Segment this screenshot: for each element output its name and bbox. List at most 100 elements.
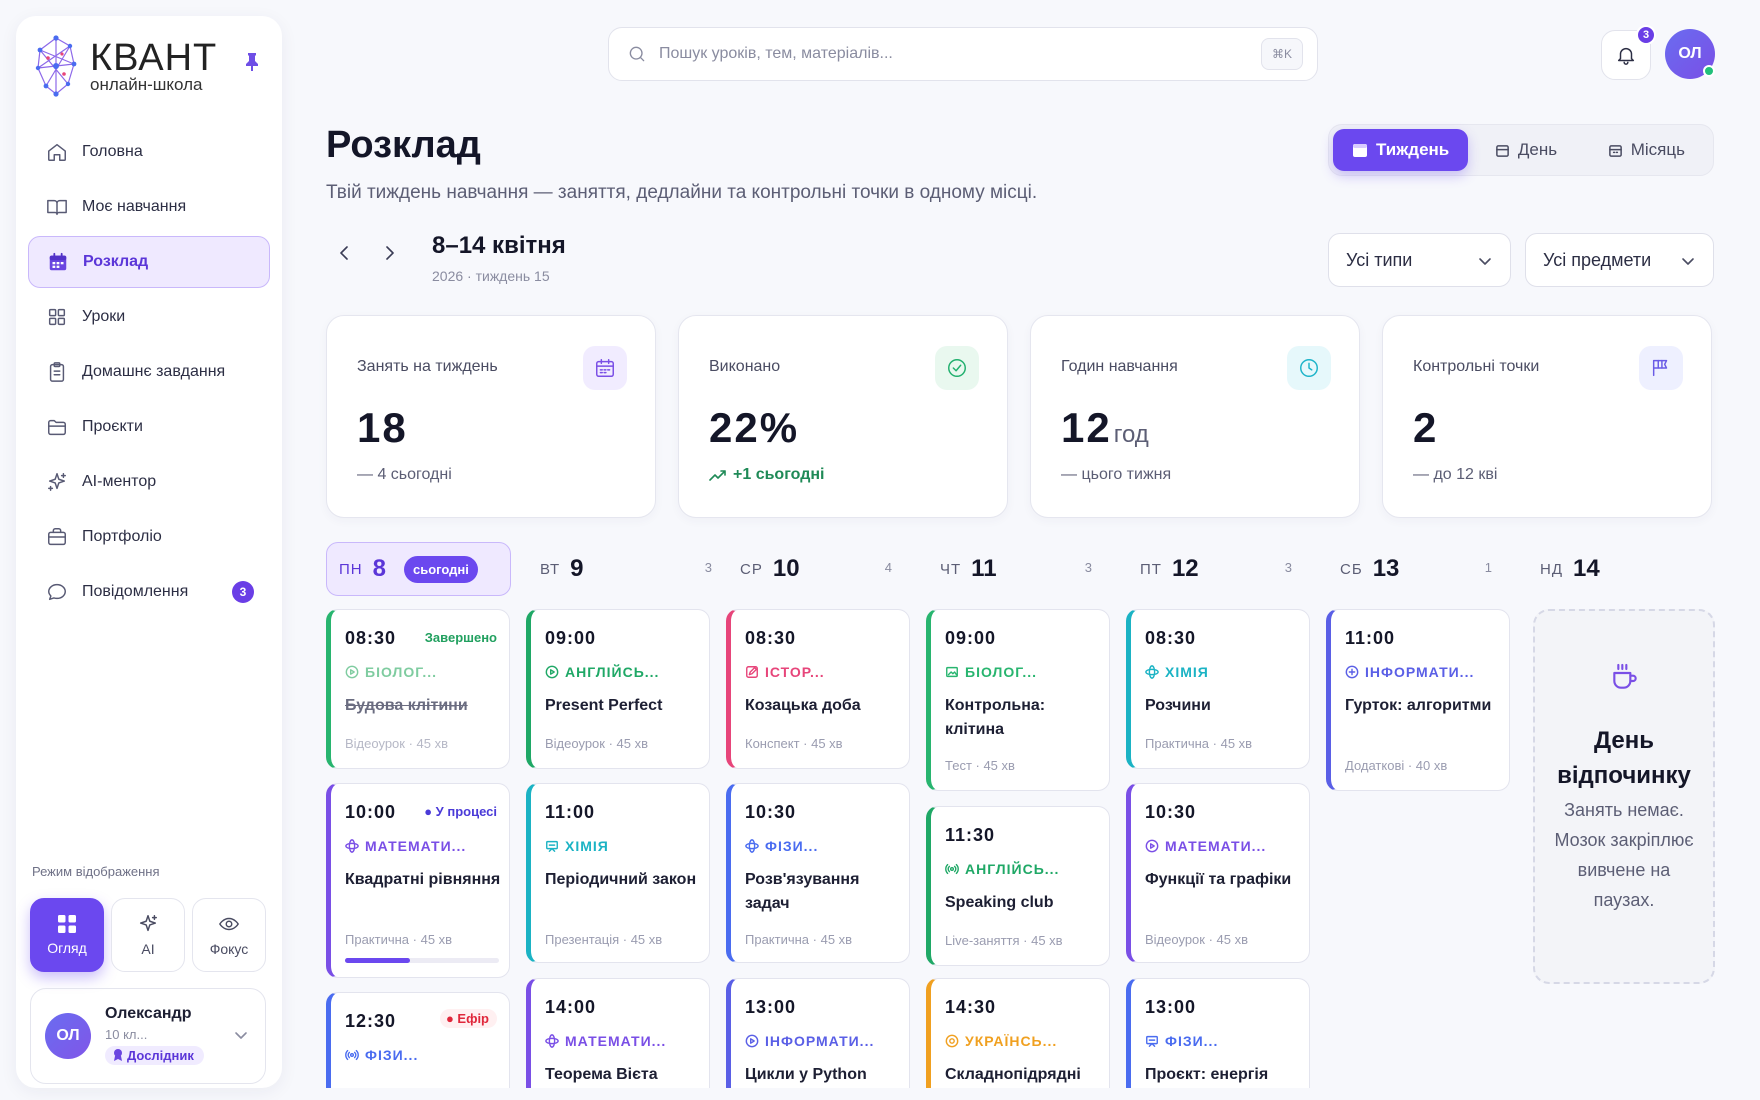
mode-focus-button[interactable]: Фокус — [192, 898, 266, 972]
logo[interactable]: КВАНТ онлайн-школа — [34, 34, 217, 98]
chevron-left-icon[interactable] — [336, 244, 354, 262]
day-header-fri[interactable]: ПТ 12 3 — [1140, 542, 1304, 596]
lesson-card[interactable]: 09:00 БІОЛОГ... Контрольна: клітина Тест… — [926, 609, 1110, 791]
sidebar-item-lessons[interactable]: Уроки — [28, 291, 270, 343]
view-month-button[interactable]: Місяць — [1584, 129, 1709, 171]
lesson-time: 13:00 — [745, 997, 797, 1017]
notifications-button[interactable]: 3 — [1601, 25, 1656, 80]
stat-value: 18 — [357, 404, 408, 451]
stat-card-hours: Годин навчання 12год — цього тижня — [1030, 315, 1360, 518]
sidebar-item-portfolio[interactable]: Портфоліо — [28, 511, 270, 563]
lesson-time: 14:30 — [945, 997, 997, 1017]
day-header-sat[interactable]: СБ 13 1 — [1340, 542, 1504, 596]
mode-label-ai: AI — [141, 941, 155, 957]
lesson-card[interactable]: 14:30 УКРАЇНСЬ... Складнопідрядні — [926, 978, 1110, 1088]
avatar: ОЛ — [45, 1013, 91, 1059]
view-day-button[interactable]: День — [1468, 129, 1583, 171]
lesson-title: Розв'язування задач — [745, 871, 860, 912]
logo-atom-icon — [35, 35, 77, 97]
pin-icon[interactable] — [243, 52, 261, 72]
week-navigation — [336, 244, 398, 262]
user-rank-badge: Дослідник — [105, 1045, 204, 1065]
lesson-subject: АНГЛІЙСЬ... — [945, 861, 1059, 877]
broadcast-icon — [945, 863, 959, 875]
chat-icon — [48, 583, 66, 601]
mode-ai-button[interactable]: AI — [111, 898, 185, 972]
view-week-button[interactable]: Тиждень — [1333, 129, 1469, 171]
play-circle-icon — [545, 665, 559, 679]
sidebar-item-label: Розклад — [83, 253, 149, 270]
lesson-subject: АНГЛІЙСЬ... — [545, 664, 659, 680]
lesson-card[interactable]: 08:30 ХІМІЯ Розчини Практична · 45 хв — [1126, 609, 1310, 769]
atom-icon — [1145, 665, 1159, 679]
day-date: 8 — [372, 555, 386, 582]
sidebar-item-label: Повідомлення — [82, 583, 189, 600]
day-name: ПТ — [1140, 560, 1162, 578]
lesson-subject: ФІЗИ... — [745, 838, 818, 854]
sidebar-item-label: Домашнє завдання — [82, 363, 226, 380]
broadcast-icon — [345, 1049, 359, 1061]
lesson-time: 09:00 — [545, 628, 597, 648]
profile-avatar[interactable]: ОЛ — [1665, 29, 1715, 79]
lesson-card[interactable]: 08:30 ІСТОР... Козацька доба Конспект · … — [726, 609, 910, 769]
lesson-time: 09:00 — [945, 628, 997, 648]
sparkle-icon — [48, 473, 66, 491]
sidebar-item-my-learning[interactable]: Моє навчання — [28, 181, 270, 233]
calendar-icon — [1608, 144, 1622, 157]
lesson-subject: ІНФОРМАТИ... — [745, 1033, 874, 1049]
day-header-tue[interactable]: ВТ 9 3 — [540, 542, 724, 596]
day-lesson-count: 3 — [1084, 560, 1092, 575]
day-header-thu[interactable]: ЧТ 11 3 — [940, 542, 1104, 596]
lesson-subject: ІНФОРМАТИ... — [1345, 664, 1474, 680]
day-date: 14 — [1573, 555, 1600, 582]
presentation-icon — [1146, 1035, 1158, 1047]
lesson-time: 10:30 — [1145, 802, 1197, 822]
lesson-card[interactable]: 10:30 МАТЕМАТИ... Функції та графіки Від… — [1126, 783, 1310, 963]
sidebar-item-home[interactable]: Головна — [28, 126, 270, 178]
view-week-label: Тиждень — [1376, 140, 1450, 159]
search-input[interactable]: Пошук уроків, тем, матеріалів... ⌘K — [608, 27, 1318, 81]
day-name: ПН — [339, 560, 363, 578]
lesson-title: Speaking club — [945, 894, 1054, 911]
lesson-card[interactable]: 09:00 АНГЛІЙСЬ... Present Perfect Відеоу… — [526, 609, 710, 769]
chevron-right-icon[interactable] — [380, 244, 398, 262]
day-header-sun[interactable]: НД 14 — [1540, 542, 1704, 596]
lesson-card[interactable]: 08:30 Завершено БІОЛОГ... Будова клітини… — [326, 609, 510, 769]
lesson-time: 13:00 — [1145, 997, 1197, 1017]
type-filter-select[interactable]: Усі типи — [1328, 233, 1511, 287]
lesson-card[interactable]: 12:30 ● Ефір ФІЗИ... — [326, 992, 510, 1088]
lesson-card[interactable]: 13:00 ІНФОРМАТИ... Цикли у Python — [726, 978, 910, 1088]
user-card[interactable]: ОЛ Олександр 10 кл... Дослідник — [30, 988, 266, 1084]
lesson-time: 12:30 — [345, 1011, 397, 1031]
map-flag-icon — [1639, 346, 1683, 390]
subject-filter-select[interactable]: Усі предмети — [1525, 233, 1714, 287]
sidebar-item-projects[interactable]: Проєкти — [28, 401, 270, 453]
lesson-card[interactable]: 13:00 ФІЗИ... Проєкт: енергія — [1126, 978, 1310, 1088]
lesson-subject: ХІМІЯ — [1145, 664, 1209, 680]
day-header-wed[interactable]: СР 10 4 — [740, 542, 904, 596]
atom-icon — [545, 1034, 559, 1048]
lesson-card[interactable]: 11:30 АНГЛІЙСЬ... Speaking club Live-зан… — [926, 806, 1110, 966]
day-header-mon[interactable]: ПН 8 сьогодні — [326, 542, 511, 596]
lesson-meta: Відеоурок · 45 хв — [545, 736, 648, 751]
lesson-card[interactable]: 14:00 МАТЕМАТИ... Теорема Вієта — [526, 978, 710, 1088]
lesson-time: 10:30 — [745, 802, 797, 822]
lesson-title: Цикли у Python — [745, 1066, 867, 1083]
lesson-card[interactable]: 11:00 ХІМІЯ Періодичний закон Презентаці… — [526, 783, 710, 963]
sidebar-item-homework[interactable]: Домашнє завдання — [28, 346, 270, 398]
lesson-card[interactable]: 10:00 ● У процесі МАТЕМАТИ... Квадратні … — [326, 783, 510, 978]
lesson-title: Періодичний закон — [545, 871, 697, 888]
lesson-subject: МАТЕМАТИ... — [545, 1033, 666, 1049]
sidebar-item-schedule[interactable]: Розклад — [28, 236, 270, 288]
stat-value: 22% — [709, 404, 800, 451]
subject-filter-value: Усі предмети — [1543, 249, 1652, 270]
lesson-card[interactable]: 11:00 ІНФОРМАТИ... Гурток: алгоритми Дод… — [1326, 609, 1510, 791]
sidebar-item-messages[interactable]: Повідомлення 3 — [28, 566, 270, 618]
day-name: ВТ — [540, 560, 561, 578]
sidebar-item-ai-mentor[interactable]: AI-ментор — [28, 456, 270, 508]
lesson-card[interactable]: 10:30 ФІЗИ... Розв'язування задач Практи… — [726, 783, 910, 963]
user-name: Олександр — [105, 1004, 192, 1022]
mode-overview-button[interactable]: Огляд — [30, 898, 104, 972]
lesson-meta: Live-заняття · 45 хв — [945, 933, 1063, 948]
lesson-meta: Тест · 45 хв — [945, 758, 1015, 773]
